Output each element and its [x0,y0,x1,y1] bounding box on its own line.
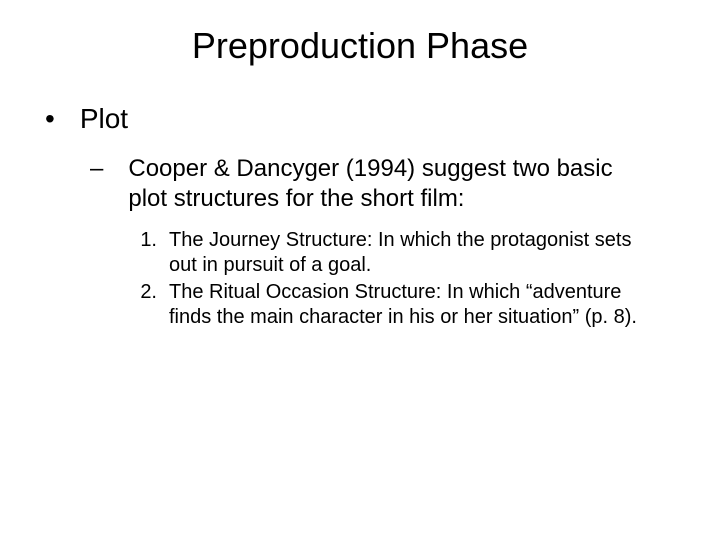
bullet-text: Cooper & Dancyger (1994) suggest two bas… [128,154,638,214]
dash-marker: – [90,154,103,214]
numbered-item-2: 2. The Ritual Occasion Structure: In whi… [135,280,680,330]
item-number: 1. [135,228,157,278]
numbered-item-1: 1. The Journey Structure: In which the p… [135,228,680,278]
item-text: The Ritual Occasion Structure: In which … [169,280,644,330]
bullet-level2: – Cooper & Dancyger (1994) suggest two b… [90,154,680,214]
bullet-marker: • [45,102,55,136]
item-number: 2. [135,280,157,330]
slide-title: Preproduction Phase [40,25,680,67]
item-text: The Journey Structure: In which the prot… [169,228,644,278]
bullet-text: Plot [80,102,128,136]
bullet-level1: • Plot [45,102,680,136]
